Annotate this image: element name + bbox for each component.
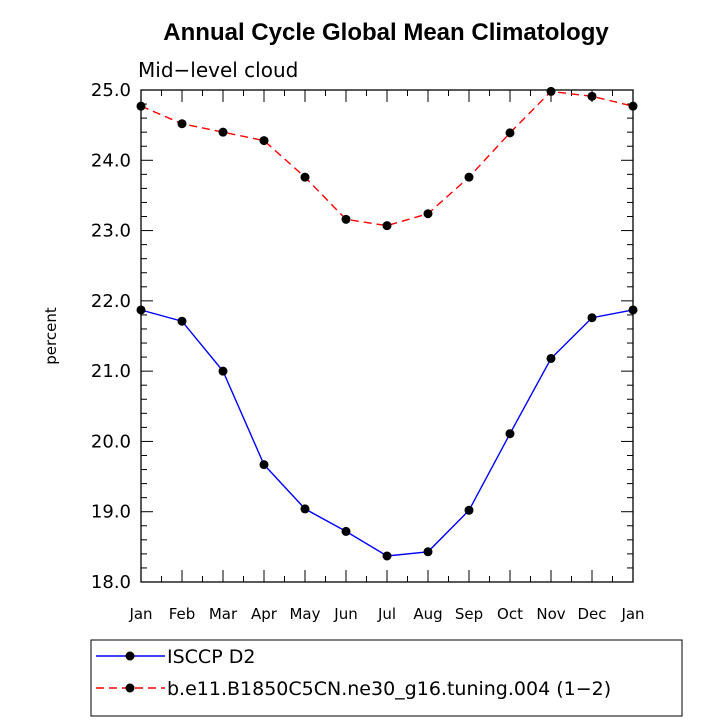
data-point-series-2 xyxy=(628,101,638,111)
data-point-series-1 xyxy=(546,353,556,363)
x-tick-label: Nov xyxy=(536,605,565,623)
x-tick-label: Jul xyxy=(377,605,396,623)
x-tick-label: Oct xyxy=(497,605,523,623)
data-point-series-1 xyxy=(587,313,597,323)
data-point-series-1 xyxy=(341,526,351,536)
x-tick-label: Jun xyxy=(333,605,357,623)
data-point-series-1 xyxy=(423,547,433,557)
legend: ISCCP D2 b.e11.B1850C5CN.ne30_g16.tuning.… xyxy=(96,646,611,700)
x-tick-label: Jan xyxy=(128,605,152,623)
y-tick-label: 20.0 xyxy=(91,431,131,452)
data-point-series-1 xyxy=(300,504,310,514)
chart-title: Annual Cycle Global Mean Climatology xyxy=(163,19,609,46)
legend-box xyxy=(90,639,683,717)
legend-marker-1 xyxy=(125,651,135,661)
x-tick-label: Jan xyxy=(620,605,644,623)
data-point-series-2 xyxy=(341,214,351,224)
data-point-series-2 xyxy=(382,221,392,231)
legend-label-1: ISCCP D2 xyxy=(167,646,255,668)
axis-ticks: 18.0 19.0 20.0 21.0 22.0 23.0 24.0 25.0 Jan Feb Ma… xyxy=(91,80,645,623)
legend-marker-2 xyxy=(125,683,135,693)
series-line-2 xyxy=(140,90,634,227)
plot-frame xyxy=(140,89,634,583)
x-tick-label: Mar xyxy=(209,605,238,623)
x-tick-label: Dec xyxy=(577,605,606,623)
x-tick-label: Apr xyxy=(251,605,278,623)
data-point-series-2 xyxy=(423,209,433,219)
y-axis-label: percent xyxy=(42,307,60,365)
x-tick-label: Sep xyxy=(455,605,483,623)
legend-label-2: b.e11.B1850C5CN.ne30_g16.tuning.004 (1−2… xyxy=(167,678,611,700)
data-point-series-2 xyxy=(464,172,474,182)
data-point-series-1 xyxy=(464,505,474,515)
x-tick-label: Aug xyxy=(413,605,442,623)
y-tick-label: 23.0 xyxy=(91,221,131,242)
y-tick-label: 24.0 xyxy=(91,150,131,171)
data-point-series-2 xyxy=(259,136,269,146)
data-point-series-2 xyxy=(218,127,228,137)
series-layer xyxy=(136,86,638,561)
data-point-series-1 xyxy=(628,305,638,315)
data-point-series-2 xyxy=(136,101,146,111)
y-tick-label: 18.0 xyxy=(91,572,131,593)
data-point-series-1 xyxy=(177,316,187,326)
data-point-series-2 xyxy=(300,172,310,182)
data-point-series-1 xyxy=(259,460,269,470)
data-point-series-1 xyxy=(382,551,392,561)
y-tick-label: 25.0 xyxy=(91,80,131,101)
data-point-series-1 xyxy=(218,366,228,376)
data-point-series-1 xyxy=(505,429,515,439)
data-point-series-2 xyxy=(587,91,597,101)
x-tick-label: Feb xyxy=(169,605,196,623)
data-point-series-2 xyxy=(505,128,515,138)
y-tick-label: 21.0 xyxy=(91,361,131,382)
data-point-series-2 xyxy=(177,119,187,129)
series-line-1 xyxy=(140,309,634,557)
chart-subtitle: Mid−level cloud xyxy=(138,58,298,82)
data-point-series-2 xyxy=(546,86,556,96)
data-point-series-1 xyxy=(136,305,146,315)
y-tick-label: 22.0 xyxy=(91,291,131,312)
y-tick-label: 19.0 xyxy=(91,502,131,523)
x-tick-label: May xyxy=(289,605,320,623)
